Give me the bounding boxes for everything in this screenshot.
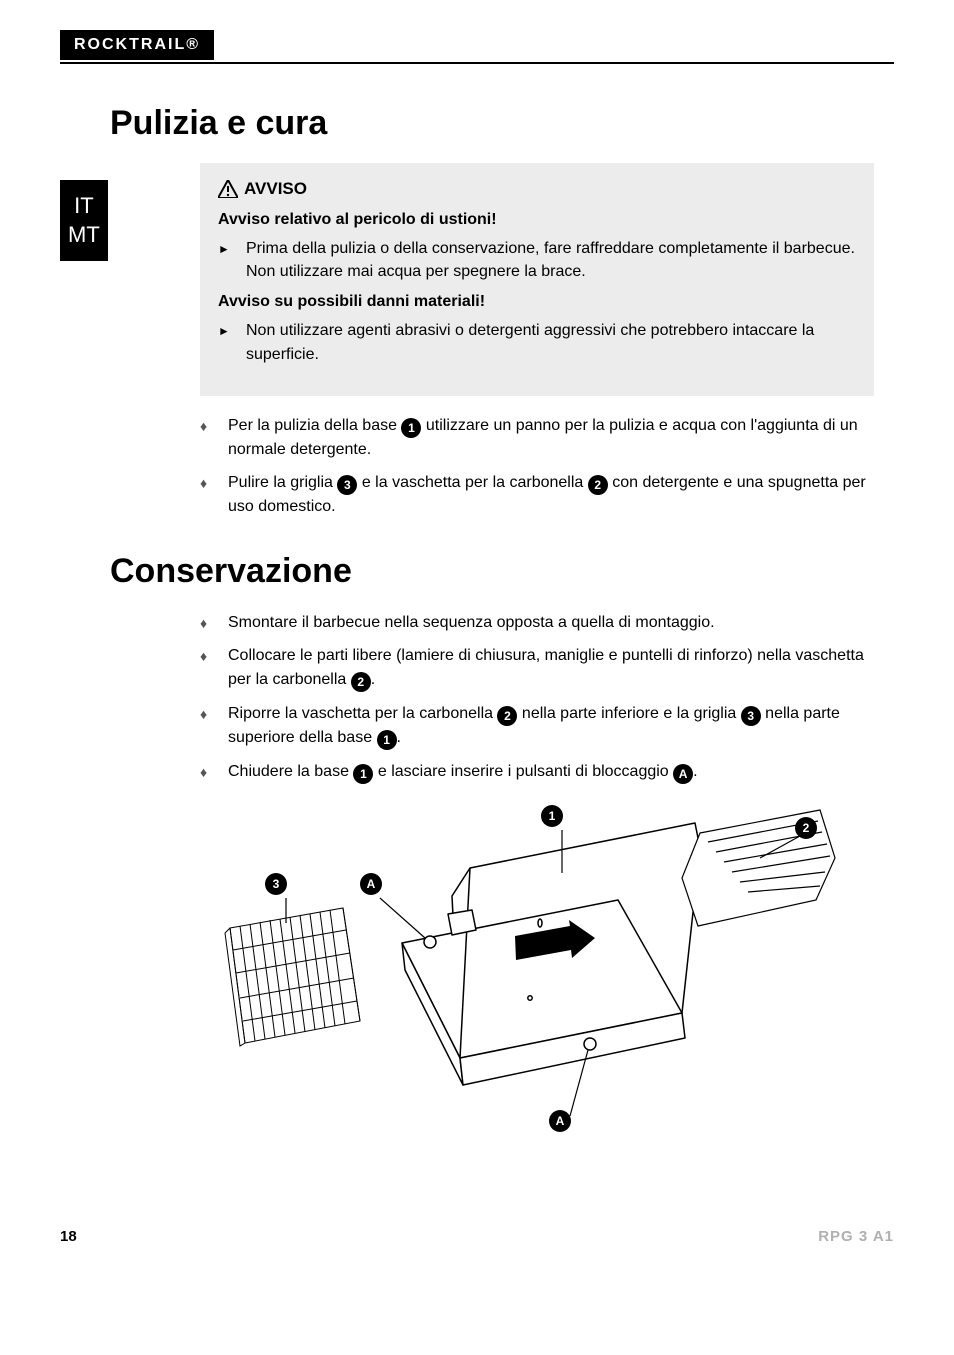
list-item: Collocare le parti libere (lamiere di ch… — [200, 644, 874, 691]
notice-label: AVVISO — [244, 179, 307, 199]
notice-box: AVVISO Avviso relativo al pericolo di us… — [200, 163, 874, 396]
ref-badge: 3 — [337, 475, 357, 495]
lang-it: IT — [68, 192, 100, 221]
text: Chiudere la base — [228, 763, 353, 780]
list-item: Riporre la vaschetta per la carbonella 2… — [200, 702, 874, 750]
text: Per la pulizia della base — [228, 417, 401, 434]
ref-badge: 2 — [497, 706, 517, 726]
svg-text:A: A — [367, 877, 376, 891]
ref-badge: 2 — [351, 672, 371, 692]
list-item: Smontare il barbecue nella sequenza oppo… — [200, 611, 874, 634]
text: Collocare le parti libere (lamiere di ch… — [228, 647, 864, 687]
page-number: 18 — [60, 1228, 77, 1245]
notice-title: AVVISO — [218, 179, 856, 199]
svg-text:3: 3 — [273, 877, 280, 891]
model-number: RPG 3 A1 — [818, 1228, 894, 1245]
ref-badge: 1 — [353, 764, 373, 784]
ref-badge: 3 — [741, 706, 761, 726]
text: Pulire la griglia — [228, 474, 337, 491]
notice-sub1-title: Avviso relativo al pericolo di ustioni! — [218, 211, 856, 229]
text: . — [693, 763, 697, 780]
list-item: Prima della pulizia o della conservazion… — [218, 237, 856, 283]
assembly-diagram: 1 2 3 A A — [200, 798, 874, 1148]
ref-badge: 1 — [377, 730, 397, 750]
brand-label: ROCKTRAIL® — [60, 30, 214, 60]
notice-sub2-title: Avviso su possibili danni materiali! — [218, 293, 856, 311]
text: . — [397, 729, 401, 746]
text: Riporre la vaschetta per la carbonella — [228, 705, 497, 722]
section2-title: Conservazione — [110, 552, 874, 591]
text: nella parte inferiore e la griglia — [517, 705, 740, 722]
ref-badge: 1 — [401, 418, 421, 438]
list-item: Chiudere la base 1 e lasciare inserire i… — [200, 760, 874, 784]
list-item: Non utilizzare agenti abrasivi o deterge… — [218, 319, 856, 365]
text: e la vaschetta per la carbonella — [357, 474, 587, 491]
section1-steps: Per la pulizia della base 1 utilizzare u… — [200, 414, 874, 518]
text: . — [371, 671, 375, 688]
notice-sub1-list: Prima della pulizia o della conservazion… — [218, 237, 856, 283]
ref-badge: 2 — [588, 475, 608, 495]
ref-badge: A — [673, 764, 693, 784]
list-item: Pulire la griglia 3 e la vaschetta per l… — [200, 471, 874, 518]
brand-rule — [60, 62, 894, 64]
list-item: Per la pulizia della base 1 utilizzare u… — [200, 414, 874, 461]
svg-text:2: 2 — [803, 821, 810, 835]
text: e lasciare inserire i pulsanti di blocca… — [373, 763, 673, 780]
section1-title: Pulizia e cura — [110, 104, 874, 143]
warning-icon — [218, 180, 238, 198]
section2-steps: Smontare il barbecue nella sequenza oppo… — [200, 611, 874, 783]
svg-text:1: 1 — [549, 809, 556, 823]
language-tab: IT MT — [60, 180, 108, 261]
lang-mt: MT — [68, 221, 100, 250]
svg-text:A: A — [556, 1114, 565, 1128]
page-footer: 18 RPG 3 A1 — [0, 1228, 954, 1245]
notice-sub2-list: Non utilizzare agenti abrasivi o deterge… — [218, 319, 856, 365]
